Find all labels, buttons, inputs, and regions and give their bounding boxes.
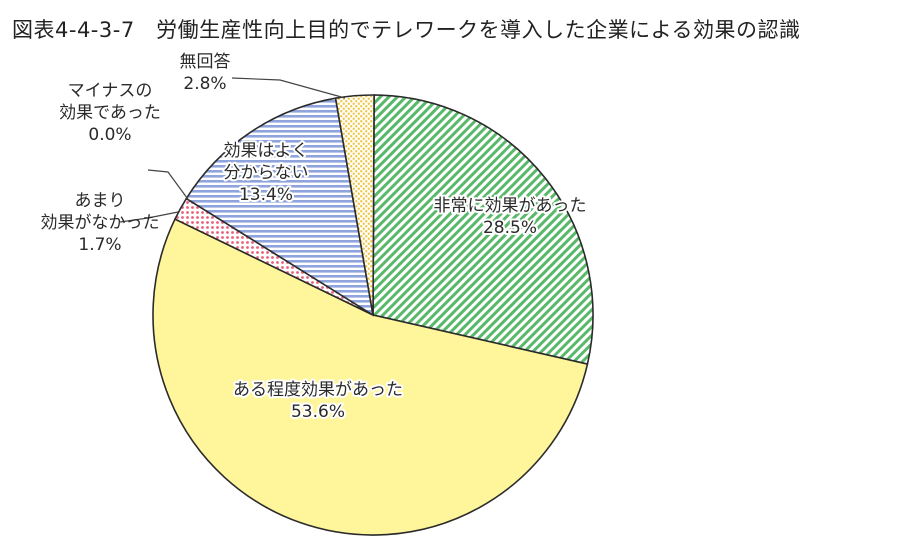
leader-line-2-8pct [231, 77, 346, 99]
slice-label-2-8pct: 無回答 2.8% [180, 52, 231, 94]
leader-line-0-0pct [147, 169, 191, 203]
pie-slice-53-6pct [152, 218, 589, 536]
leader-lines [119, 77, 346, 223]
slice-label-0-0pct: マイナスの効果であった 0.0% [59, 81, 161, 145]
pie-slices [152, 94, 594, 536]
pie-slice-13-4pct [185, 97, 375, 317]
slice-label-13-4pct: 効果はよく分からない 13.4% [224, 141, 309, 205]
slice-label-53-6pct: ある程度効果があった 53.6% [233, 380, 403, 422]
pie-slice-2-8pct [334, 94, 375, 316]
slice-labels: 非常に効果があった 28.5% ある程度効果があった 53.6% あまり効果がなかった 1… [41, 52, 589, 424]
chart-title: 図表4-4-3-7 労働生産性向上目的でテレワークを導入した企業による効果の認識 [12, 18, 801, 42]
slice-label-1-7pct: あまり効果がなかった 1.7% [41, 191, 160, 255]
leader-line-1-7pct [119, 211, 179, 223]
slice-label-28-5pct: 非常に効果があった 28.5% [434, 196, 587, 238]
pie-slice-28-5pct [372, 94, 594, 366]
